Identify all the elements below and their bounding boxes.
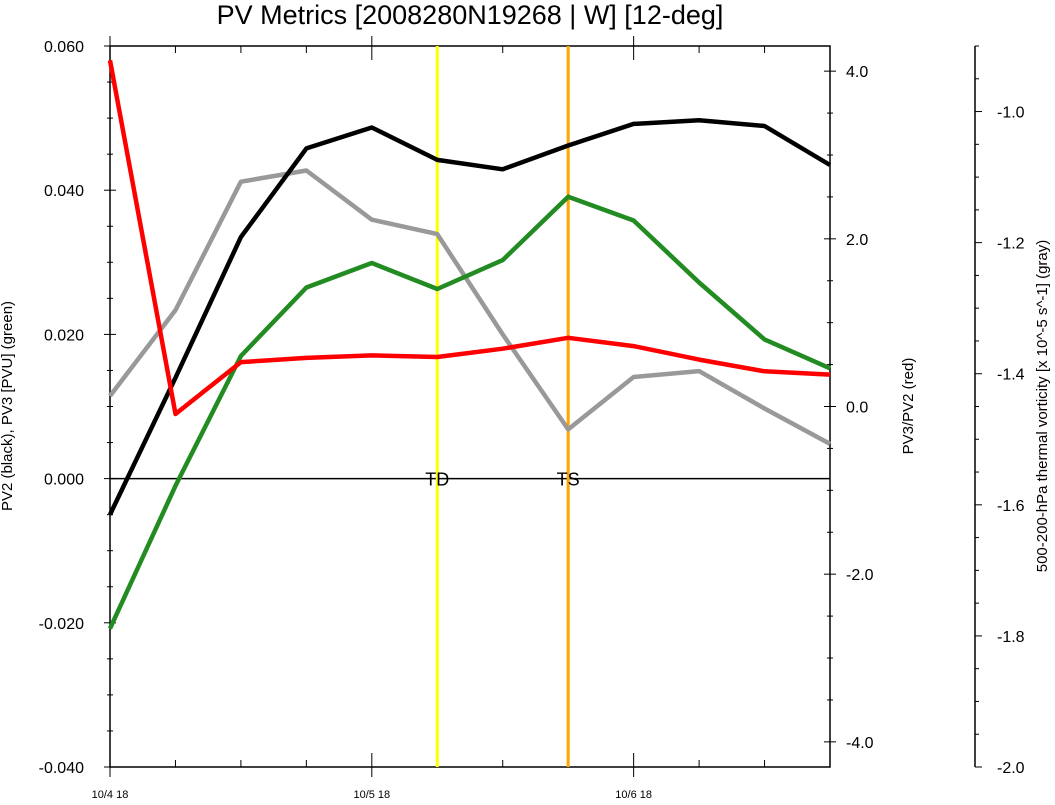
- far-right-tick-label: -1.2: [997, 236, 1025, 253]
- plot-frame: [109, 45, 831, 768]
- left-axis-label: PV2 (black), PV3 [PVU] (green): [0, 301, 16, 511]
- far-right-axis-label: 500-200-hPa thermal vorticity [x 10^-5 s…: [1034, 240, 1051, 573]
- left-tick-label: 0.020: [44, 327, 84, 344]
- x-tick-label: 10/5 18: [353, 789, 390, 801]
- left-tick-label: 0.000: [44, 472, 84, 489]
- right-tick-label: 0.0: [846, 400, 868, 417]
- plot-border: [109, 45, 831, 768]
- chart-title: PV Metrics [2008280N19268 | W] [12-deg]: [217, 0, 724, 30]
- right-tick-label: 4.0: [846, 64, 868, 81]
- x-axis: 10/4 18 10/5 18 10/6 18: [92, 36, 831, 801]
- far-right-tick-label: -2.0: [997, 760, 1025, 777]
- right-tick-label: -4.0: [846, 735, 874, 752]
- left-tick-label: 0.060: [44, 39, 84, 56]
- right-tick-label: 2.0: [846, 232, 868, 249]
- x-tick-label: 10/4 18: [92, 789, 129, 801]
- far-right-tick-label: -1.0: [997, 105, 1025, 122]
- x-tick-label: 10/6 18: [615, 789, 652, 801]
- series-lines: [107, 59, 832, 630]
- storm-stage-markers: [435, 46, 570, 767]
- right-tick-label: -2.0: [846, 567, 874, 584]
- left-axis: -0.040 -0.020 0.000 0.020 0.040 0.060: [39, 39, 116, 777]
- storm-stage-labels: TD TS: [425, 470, 579, 490]
- far-right-tick-label: -1.8: [997, 629, 1025, 646]
- marker-label-ts: TS: [557, 470, 580, 490]
- right-axis: -4.0 -2.0 0.0 2.0 4.0: [824, 64, 874, 752]
- series-line-500-200-hpa-thermal-vorticity: [108, 168, 832, 446]
- far-right-axis: -2.0 -1.8 -1.6 -1.4 -1.2 -1.0: [974, 45, 1025, 777]
- left-tick-label: -0.020: [39, 616, 84, 633]
- far-right-tick-label: -1.6: [997, 498, 1025, 515]
- series-line-pv3: [107, 194, 831, 630]
- series-line-pv3-pv2: [107, 59, 831, 417]
- far-right-tick-label: -1.4: [997, 367, 1025, 384]
- series-line-pv2: [107, 118, 832, 516]
- right-axis-label: PV3/PV2 (red): [900, 358, 917, 455]
- left-tick-label: 0.040: [44, 183, 84, 200]
- left-tick-label: -0.040: [39, 760, 84, 777]
- marker-label-td: TD: [425, 470, 449, 490]
